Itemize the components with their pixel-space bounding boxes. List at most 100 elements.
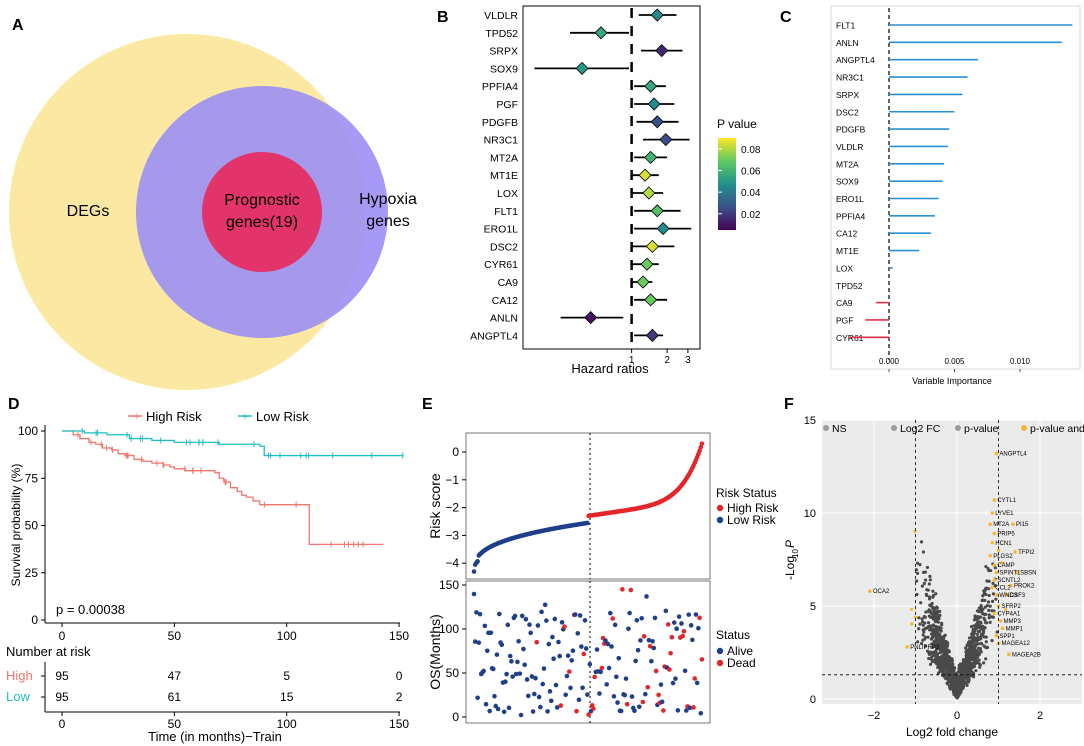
volcano-point <box>977 624 981 628</box>
volcano-point <box>974 636 979 640</box>
os-point-alive <box>651 645 657 651</box>
volcano-gene-label: PI15 <box>1016 522 1029 528</box>
risk-y-tick-label: −1 <box>445 473 459 487</box>
volcano-labeled-point <box>992 563 997 567</box>
risk-y-tick-label: −2 <box>445 501 459 515</box>
os-point-alive <box>687 705 693 711</box>
volcano-point <box>923 570 928 574</box>
volcano-point <box>930 634 935 639</box>
volcano-point <box>972 618 977 622</box>
os-point-alive <box>627 610 632 616</box>
os-point-alive <box>488 630 494 636</box>
volcano-point-significant <box>913 615 917 619</box>
risk-y-tick-label: 0 <box>452 445 459 459</box>
volcano-gene-label: PROK2 <box>1014 584 1035 590</box>
volcano-point <box>964 646 968 650</box>
forest-hr-marker <box>575 61 589 75</box>
os-point-alive <box>476 640 482 645</box>
volcano-point <box>916 640 920 644</box>
volcano-labeled-point <box>992 578 997 582</box>
volcano-point <box>955 690 959 694</box>
risk-status-legend-title: Risk Status <box>716 486 777 500</box>
importance-gene-label: PDGFB <box>836 125 866 135</box>
os-point-alive <box>487 708 492 714</box>
os-point-alive <box>597 691 602 696</box>
os-point-dead <box>628 587 634 593</box>
volcano-point <box>931 595 935 599</box>
panel-a-label: A <box>12 17 24 34</box>
os-y-tick-label: 0 <box>452 710 459 724</box>
os-point-dead <box>656 692 661 698</box>
volcano-gene-label: MT2A <box>993 522 1009 528</box>
volcano-point <box>925 588 929 592</box>
os-point-alive <box>674 626 679 631</box>
importance-bars: FLT1 ANLN ANGPTL4 NR3C1 SRPX DSC2 PDGFB VLDLR MT… <box>836 8 1073 372</box>
venn-prognostic-circle <box>202 152 322 272</box>
volcano-point <box>967 678 971 682</box>
venn-degs-label: DEGs <box>67 203 110 220</box>
volcano-point <box>995 630 999 634</box>
volcano-point <box>984 635 988 639</box>
os-point-dead <box>661 708 666 713</box>
volcano-legend-dot <box>823 425 829 431</box>
forest-gene-label: CA9 <box>498 277 519 289</box>
os-point-alive <box>629 694 635 699</box>
os-point-alive <box>512 613 518 619</box>
volcano-point <box>987 613 991 617</box>
forest-hr-marker <box>644 150 658 164</box>
os-point-dead <box>534 639 540 645</box>
volcano-point <box>975 652 979 656</box>
os-point-alive <box>650 638 655 644</box>
forest-gene-label: MT2A <box>490 152 518 164</box>
volcano-point <box>920 617 924 621</box>
volcano-gene-label: CYTL1 <box>997 498 1016 504</box>
forest-hr-marker <box>638 168 652 182</box>
volcano-x-tick-label: −2 <box>868 710 881 722</box>
volcano-point <box>971 665 975 669</box>
os-point-dead <box>653 668 659 674</box>
volcano-legend: NS Log2 FC p-value p-value and log2 FC <box>823 423 1084 435</box>
volcano-gene-label: MMP1 <box>1006 626 1024 632</box>
os-point-alive <box>522 662 527 668</box>
forest-hr-marker <box>644 79 658 93</box>
volcano-point <box>917 627 921 631</box>
volcano-point <box>937 644 941 648</box>
os-point-alive <box>636 704 642 710</box>
volcano-point <box>966 658 970 662</box>
volcano-point <box>922 581 926 586</box>
volcano-point <box>939 621 944 625</box>
volcano-point <box>965 683 969 688</box>
os-point-alive <box>527 622 532 627</box>
volcano-point <box>915 592 919 597</box>
km-legend-low-plus: + <box>242 411 248 423</box>
os-point-alive <box>644 594 649 599</box>
volcano-point <box>953 679 958 683</box>
volcano-gene-label: LYVE1 <box>995 511 1014 517</box>
os-point-alive <box>503 679 508 685</box>
volcano-point <box>976 614 980 619</box>
risk-score-frame <box>465 432 711 580</box>
volcano-point <box>946 682 950 686</box>
volcano-point <box>935 606 939 610</box>
volcano-point <box>926 635 930 639</box>
volcano-point <box>958 662 963 666</box>
volcano-point <box>948 668 952 672</box>
volcano-point <box>985 603 989 608</box>
os-point-alive <box>638 638 643 643</box>
volcano-point <box>991 615 995 619</box>
volcano-point <box>931 645 935 649</box>
volcano-labeled-point <box>992 498 997 502</box>
risk-row-name: Low <box>6 689 30 704</box>
os-point-dead <box>574 708 579 714</box>
venn-genes-label: genes <box>366 213 410 230</box>
volcano-point <box>915 579 919 583</box>
volcano-point <box>938 651 942 655</box>
panel-b: B VLDLR TPD52 SRPX SOX9 PPFIA4 PGF PDGFB NR3C1 M… <box>437 5 761 376</box>
volcano-point <box>919 601 923 605</box>
os-point-alive <box>535 623 541 628</box>
volcano-point <box>918 622 922 626</box>
volcano-labeled-point <box>992 531 997 536</box>
volcano-point <box>984 564 988 569</box>
os-point-dead <box>680 633 685 639</box>
